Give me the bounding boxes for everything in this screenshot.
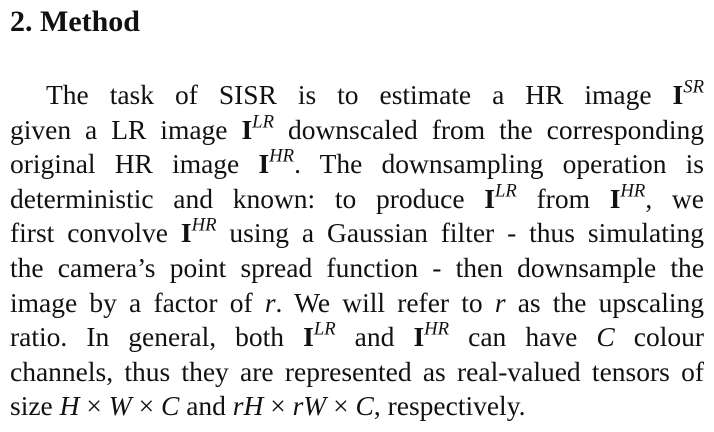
math-symbol-I: I — [609, 182, 621, 214]
text-span: downscaled from the corresponding — [273, 113, 704, 145]
math-variable-C: C — [160, 390, 180, 422]
text-span: from — [516, 182, 610, 214]
math-operator-times: × — [326, 390, 356, 422]
text-span: The task of SISR is to estimate a HR ima… — [46, 79, 673, 110]
math-superscript: HR — [620, 180, 646, 202]
paragraph-line-10: size H × W × C and rH × rW × C, respecti… — [10, 389, 704, 424]
text-span: image by a factor of — [10, 286, 265, 318]
text-span: given a LR image — [10, 113, 242, 145]
paragraph-line-7: image by a factor of r. We will refer to… — [10, 286, 704, 321]
text-span: ratio. In general, both — [10, 321, 304, 353]
text-span: . We will refer to — [275, 286, 495, 318]
math-variable-rW: rW — [292, 390, 327, 422]
text-span: , we — [645, 182, 704, 214]
math-variable-W: W — [108, 390, 132, 422]
math-superscript: LR — [313, 318, 336, 340]
method-paragraph: The task of SISR is to estimate a HR ima… — [10, 78, 704, 424]
math-variable-r: r — [264, 286, 276, 318]
math-symbol-I: I — [413, 321, 425, 353]
math-symbol-I: I — [484, 182, 495, 214]
paragraph-line-5: first convolve IHR using a Gaussian filt… — [10, 216, 704, 251]
text-span: first convolve — [10, 217, 181, 249]
math-operator-times: × — [79, 390, 109, 422]
math-superscript: HR — [424, 318, 450, 340]
paragraph-line-4: deterministic and known: to produce ILR … — [10, 180, 704, 217]
text-span: . The downsampling operation is — [294, 148, 704, 180]
math-superscript: SR — [683, 76, 704, 98]
math-superscript: HR — [191, 214, 217, 236]
math-variable-C: C — [596, 321, 615, 353]
section-heading: 2. Method — [10, 5, 140, 38]
math-symbol-I: I — [258, 148, 270, 180]
math-operator-times: × — [263, 390, 293, 422]
math-symbol-I: I — [241, 113, 253, 145]
math-operator-times: × — [131, 390, 161, 422]
paragraph-line-3: original HR image IHR. The downsampling … — [10, 147, 704, 182]
text-span: , respectively. — [373, 390, 526, 422]
math-variable-r: r — [494, 286, 506, 318]
math-variable-C: C — [355, 390, 374, 422]
paragraph-line-8: ratio. In general, both ILR and IHR can … — [10, 320, 704, 355]
text-span: as the upscaling — [505, 286, 704, 318]
text-span: channels, thus they are represented as r… — [10, 355, 704, 387]
math-superscript: LR — [495, 180, 517, 202]
math-symbol-I: I — [672, 79, 684, 110]
text-span: the camera’s point spread function - the… — [10, 251, 704, 283]
text-span: size — [10, 390, 60, 422]
text-span: can have — [449, 321, 597, 353]
math-variable-rH: rH — [232, 390, 264, 422]
text-span: and — [179, 390, 233, 422]
paragraph-line-9: channels, thus they are represented as r… — [10, 355, 704, 390]
text-span: deterministic and known: to produce — [10, 182, 485, 214]
text-span: colour — [614, 321, 705, 353]
text-span: and — [335, 321, 414, 353]
math-superscript: HR — [269, 145, 295, 167]
paragraph-line-2: given a LR image ILR downscaled from the… — [10, 111, 704, 148]
math-superscript: LR — [252, 111, 274, 132]
paragraph-line-1: The task of SISR is to estimate a HR ima… — [10, 78, 704, 113]
text-span: original HR image — [10, 148, 259, 180]
math-variable-H: H — [59, 390, 80, 422]
paragraph-line-6: the camera’s point spread function - the… — [10, 251, 704, 286]
math-symbol-I: I — [180, 217, 192, 249]
text-span: using a Gaussian filter - thus simulatin… — [216, 217, 704, 249]
math-symbol-I: I — [303, 321, 314, 353]
